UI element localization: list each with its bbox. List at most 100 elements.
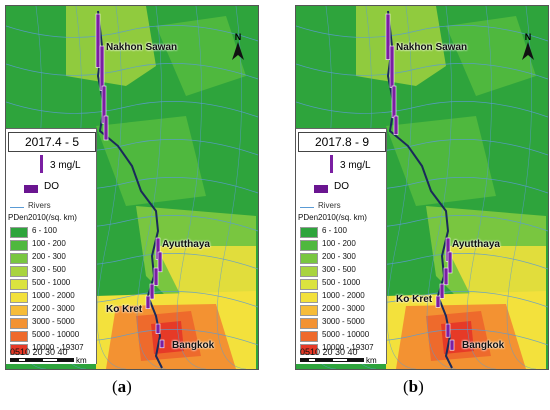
do-bar [445,323,451,338]
density-swatch [10,331,28,342]
density-swatch [300,227,318,238]
scalebar: 0510 20 30 40 km [300,347,377,365]
density-class-label: 200 - 300 [322,252,356,261]
density-swatch [10,292,28,303]
scalebar-unit: km [76,356,87,365]
map-panel-a: N Nakhon Sawan Ayutthaya Ko Kret Bangkok… [5,5,259,370]
city-label-ayutthaya: Ayutthaya [162,239,210,250]
density-class-label: 10000 - 19307 [32,343,84,352]
do-bar [157,251,163,273]
map-panel-b: N Nakhon Sawan Ayutthaya Ko Kret Bangkok… [295,5,549,370]
scalebar-graphic [10,358,74,362]
rivers-label: Rivers [28,201,51,210]
north-label: N [234,32,242,42]
do-symbol [24,185,38,193]
do-bar [449,339,455,351]
density-class-label: 1000 - 2000 [32,291,75,300]
map-legend: 2017.8 - 9 3 mg/L DO Rivers PDen2010(/sq… [296,128,387,364]
scale-label: 3 mg/L [50,160,81,171]
density-swatch [10,253,28,264]
do-bar [393,115,399,135]
city-label-ayutthaya: Ayutthaya [452,239,500,250]
pden-title: PDen2010(/sq. km) [8,213,77,222]
do-symbol [314,185,328,193]
scalebar-numbers: 0510 20 30 40 [300,347,358,357]
do-bar [435,295,441,308]
density-swatch [10,344,28,355]
scale-label: 3 mg/L [340,160,371,171]
rivers-label: Rivers [318,201,341,210]
rivers-symbol [300,207,314,208]
pden-title: PDen2010(/sq. km) [298,213,367,222]
do-bar [155,323,161,334]
rivers-symbol [10,207,24,208]
map-canvas [6,6,258,369]
density-swatch [10,266,28,277]
density-swatch [10,240,28,251]
density-swatch [300,292,318,303]
density-class-label: 500 - 1000 [32,278,71,287]
density-swatch [300,240,318,251]
density-swatch [300,318,318,329]
density-class-label: 500 - 1000 [322,278,361,287]
density-class-label: 6 - 100 [322,226,347,235]
scalebar-numbers: 0510 20 30 40 [10,347,68,357]
density-class-label: 2000 - 3000 [322,304,365,313]
do-bar [145,295,151,309]
density-class-label: 6 - 100 [32,226,57,235]
density-class-label: 3000 - 5000 [32,317,75,326]
density-class-label: 3000 - 5000 [322,317,365,326]
scalebar-unit: km [366,356,377,365]
density-swatch [300,266,318,277]
do-bar [443,267,449,286]
density-swatch [300,344,318,355]
density-class-label: 5000 - 10000 [322,330,370,339]
scale-bar-symbol [330,155,333,173]
do-bar [391,85,397,119]
density-class-label: 300 - 500 [32,265,66,274]
period-label: 2017.4 - 5 [8,132,96,152]
density-class-label: 100 - 200 [32,239,66,248]
do-bar [153,267,159,286]
do-bar [385,13,391,60]
do-bar [95,13,101,68]
density-swatch [300,305,318,316]
caption-b: (b) [403,377,424,396]
density-class-label: 1000 - 2000 [322,291,365,300]
scalebar: 0510 20 30 40 km [10,347,87,365]
north-arrow-icon: N [232,32,244,62]
density-class-label: 10000 - 19307 [322,343,374,352]
density-swatch [300,331,318,342]
scalebar-graphic [300,358,364,362]
density-class-label: 100 - 200 [322,239,356,248]
do-label: DO [334,181,349,192]
city-label-bangkok: Bangkok [172,340,215,351]
density-class-label: 2000 - 3000 [32,304,75,313]
density-class-label: 300 - 500 [322,265,356,274]
scale-bar-symbol [40,155,43,173]
density-swatch [300,253,318,264]
city-label-ko-kret: Ko Kret [396,294,433,305]
do-bar [103,115,109,141]
do-bar [447,251,453,274]
density-class-label: 5000 - 10000 [32,330,80,339]
density-swatch [10,305,28,316]
density-class-label: 200 - 300 [32,252,66,261]
do-bar [99,45,105,91]
do-label: DO [44,181,59,192]
map-legend: 2017.4 - 5 3 mg/L DO Rivers PDen2010(/sq… [6,128,97,364]
do-bar [159,339,165,349]
city-label-nakhon-sawan: Nakhon Sawan [106,42,178,53]
do-bar [149,283,155,300]
density-swatch [10,227,28,238]
caption-a: (a) [112,377,132,396]
do-bar [439,283,445,299]
density-swatch [10,279,28,290]
north-label: N [524,32,532,42]
density-swatch [10,318,28,329]
city-label-ko-kret: Ko Kret [106,304,143,315]
density-swatch [300,279,318,290]
do-bar [389,45,395,88]
city-label-nakhon-sawan: Nakhon Sawan [396,42,468,53]
city-label-bangkok: Bangkok [462,340,505,351]
